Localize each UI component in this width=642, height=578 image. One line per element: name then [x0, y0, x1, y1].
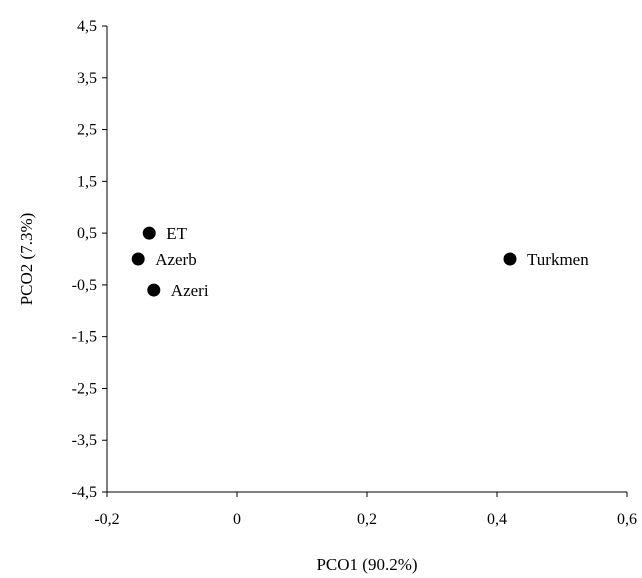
data-point-label: Azeri — [171, 281, 209, 300]
y-tick-label: -1,5 — [72, 329, 97, 346]
y-tick-label: 0,5 — [77, 225, 97, 242]
data-point-label: Azerb — [155, 250, 197, 269]
data-points: ET Azerb Azeri Turkmen — [131, 224, 589, 300]
x-tick-label: -0,2 — [94, 511, 119, 528]
data-point — [131, 252, 145, 266]
y-tick-label: 1,5 — [77, 173, 97, 190]
data-point — [503, 252, 517, 266]
y-tick-label: -0,5 — [72, 277, 97, 294]
data-point-label: ET — [166, 224, 187, 243]
y-tick-label: 4,5 — [77, 18, 97, 35]
data-point — [142, 226, 156, 240]
data-point — [147, 283, 161, 297]
x-tick-label: 0,2 — [357, 511, 377, 528]
y-tick-label: -2,5 — [72, 380, 97, 397]
x-axis-ticks: -0,2 0 0,2 0,4 0,6 — [94, 492, 637, 528]
x-tick-label: 0,4 — [487, 511, 507, 528]
x-axis-title: PCO1 (90.2%) — [316, 555, 417, 574]
x-tick-label: 0 — [233, 511, 241, 528]
y-tick-label: -3,5 — [72, 432, 97, 449]
data-point-label: Turkmen — [527, 250, 589, 269]
y-tick-label: -4,5 — [72, 484, 97, 501]
y-tick-label: 2,5 — [77, 122, 97, 139]
y-tick-label: 3,5 — [77, 70, 97, 87]
y-axis-title: PCO2 (7.3%) — [17, 213, 36, 306]
x-tick-label: 0,6 — [617, 511, 637, 528]
y-axis-ticks: 4,5 3,5 2,5 1,5 0,5 -0,5 -1,5 -2,5 -3,5 -4,5 — [72, 18, 107, 501]
